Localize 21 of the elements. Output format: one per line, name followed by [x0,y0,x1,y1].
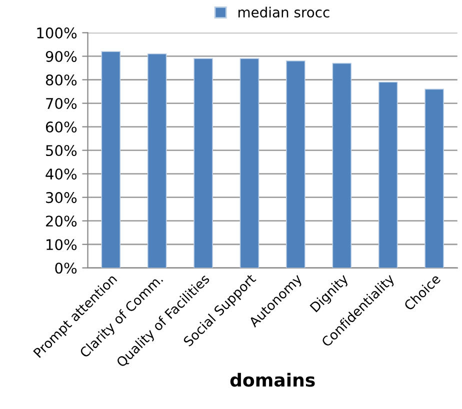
bar [332,62,352,268]
bar [424,88,444,268]
x-axis-title: domains [230,372,315,387]
y-tick-label: 10% [46,239,77,250]
y-tick-label: 0% [55,262,77,274]
y-tick-label: 40% [46,168,77,180]
y-tick-label: 50% [46,145,77,156]
bar [240,58,260,268]
y-tick-label: 80% [46,74,77,86]
y-tick-label: 70% [46,98,77,110]
y-tick-label: 90% [46,50,77,62]
y-tick-label: 60% [46,122,77,133]
bar [286,60,306,268]
y-tick-label: 100% [37,27,77,38]
y-tick-label: 20% [46,216,77,227]
legend-label: median srocc [238,6,330,18]
bar [378,82,398,268]
bar [101,51,121,268]
y-tick-label: 30% [46,192,77,204]
bar [194,58,213,268]
bar [147,53,167,268]
